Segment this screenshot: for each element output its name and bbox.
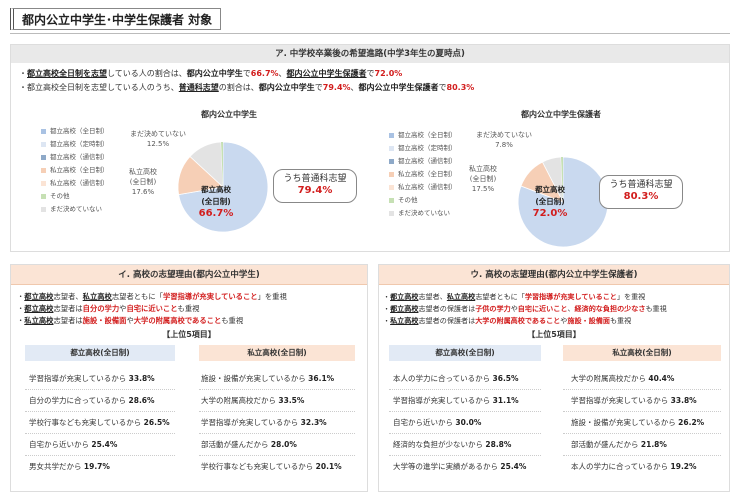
legend-item: 都立高校（全日制） — [41, 125, 109, 138]
row-divider — [389, 455, 541, 456]
legend-item: その他 — [41, 190, 109, 203]
list-item: 大学等の進学に実績があるから 25.4% — [393, 462, 527, 471]
chart-2-private-label: 私立高校 (全日制) 17.5% — [469, 165, 497, 193]
row-divider — [199, 433, 355, 434]
chart-1-callout: うち普通科志望 79.4% — [273, 169, 357, 203]
col-head-toritsu: 都立高校(全日制) — [389, 345, 541, 361]
career-path-panel: ア. 中学校卒業後の希望進路(中学3年生の夏時点) ・都立高校全日制を志望してい… — [10, 44, 730, 252]
list-item: 学習指導が充実しているから 31.1% — [393, 396, 519, 405]
row-divider — [25, 433, 175, 434]
row-divider — [563, 411, 721, 412]
bullet-1: ・都立高校志望者、私立高校志望者ともに「学習指導が充実していること」を重視 — [17, 292, 287, 301]
panel-title: ア. 中学校卒業後の希望進路(中学3年生の夏時点) — [11, 45, 729, 63]
list-item: 部活動が盛んだから 28.0% — [201, 440, 297, 449]
legend-item: まだ決めていない — [41, 203, 109, 216]
chart-1-legend: 都立高校（全日制） 都立高校（定時制） 都立高校（通信制） 私立高校（全日制） … — [41, 125, 109, 216]
row-divider — [389, 433, 541, 434]
legend-item: まだ決めていない — [389, 207, 457, 220]
list-item: 施設・設備が充実しているから 36.1% — [201, 374, 335, 383]
chart-1-private-label: 私立高校 (全日制) 17.6% — [129, 168, 157, 196]
legend-item: 都立高校（全日制） — [389, 129, 457, 142]
bullet-1: ・都立高校志望者、私立高校志望者ともに「学習指導が充実していること」を重視 — [383, 292, 646, 301]
panel-title: ウ. 高校の志望理由(都内公立中学生保護者) — [379, 265, 729, 285]
list-item: 経済的な負担が少ないから 28.8% — [393, 440, 512, 449]
row-divider — [25, 455, 175, 456]
list-item: 本人の学力に合っているから 36.5% — [393, 374, 519, 383]
list-item: 学習指導が充実しているから 33.8% — [571, 396, 697, 405]
col-head-private: 私立高校(全日制) — [563, 345, 721, 361]
bullet-2: ・都立高校志望者の保護者は子供の学力や自宅に近いこと、経済的な負担の少なさも重視 — [383, 304, 667, 313]
list-item: 学習指導が充実しているから 32.3% — [201, 418, 327, 427]
col-head-private: 私立高校(全日制) — [199, 345, 355, 361]
chart-2-title: 都内公立中学生保護者 — [521, 110, 601, 119]
col-head-toritsu: 都立高校(全日制) — [25, 345, 175, 361]
bullet-3: ・私立高校志望者の保護者は大学の附属高校であることや施設・設備面も重視 — [383, 316, 632, 325]
list-item: 自分の学力に合っているから 28.6% — [29, 396, 155, 405]
row-divider — [563, 389, 721, 390]
student-reasons-panel: イ. 高校の志望理由(都内公立中学生) ・都立高校志望者、私立高校志望者ともに「… — [10, 264, 368, 492]
panel-title: イ. 高校の志望理由(都内公立中学生) — [11, 265, 367, 285]
pie-chart-parents — [517, 156, 609, 248]
list-item: 本人の学力に合っているから 19.2% — [571, 462, 697, 471]
legend-item: 私立高校（通信制） — [41, 177, 109, 190]
bullet-2: ・都立高校全日制を志望している人のうち、普通科志望の割合は、都内公立中学生で79… — [19, 83, 475, 92]
row-divider — [25, 389, 175, 390]
list-item: 施設・設備が充実しているから 26.2% — [571, 418, 705, 427]
page-title: 都内公立中学生･中学生保護者 対象 — [10, 8, 222, 30]
top5-heading: 【上位5項目】 — [527, 330, 581, 339]
row-divider — [199, 455, 355, 456]
list-item: 自宅から近いから 25.4% — [29, 440, 118, 449]
legend-item: 都立高校（定時制） — [41, 138, 109, 151]
legend-item: 都立高校（定時制） — [389, 142, 457, 155]
list-item: 部活動が盛んだから 21.8% — [571, 440, 667, 449]
legend-item: 都立高校（通信制） — [41, 151, 109, 164]
list-item: 男女共学だから 19.7% — [29, 462, 110, 471]
bullet-3: ・私立高校志望者は施設・設備面や大学の附属高校であることも重視 — [17, 316, 244, 325]
row-divider — [389, 389, 541, 390]
legend-item: 私立高校（通信制） — [389, 181, 457, 194]
list-item: 学校行事なども充実しているから 20.1% — [201, 462, 342, 471]
parent-reasons-panel: ウ. 高校の志望理由(都内公立中学生保護者) ・都立高校志望者、私立高校志望者と… — [378, 264, 730, 492]
pie-chart-students — [177, 141, 269, 233]
chart-1-title: 都内公立中学生 — [201, 110, 257, 119]
chart-2-callout: うち普通科志望 80.3% — [599, 175, 683, 209]
legend-item: その他 — [389, 194, 457, 207]
legend-item: 都立高校（通信制） — [389, 155, 457, 168]
legend-item: 私立高校（全日制） — [41, 164, 109, 177]
header-divider — [10, 33, 730, 34]
chart-2-undecided-label: まだ決めていない 7.8% — [476, 131, 532, 149]
chart-2-inner-label: 都立高校 (全日制) 72.0% — [532, 185, 568, 219]
row-divider — [25, 411, 175, 412]
row-divider — [563, 433, 721, 434]
top5-heading: 【上位5項目】 — [162, 330, 216, 339]
list-item: 大学の附属高校だから 33.5% — [201, 396, 305, 405]
row-divider — [389, 411, 541, 412]
bullet-2: ・都立高校志望者は自分の学力や自宅に近いことも重視 — [17, 304, 200, 313]
chart-1-undecided-label: まだ決めていない 12.5% — [130, 130, 186, 148]
legend-item: 私立高校（全日制） — [389, 168, 457, 181]
row-divider — [199, 411, 355, 412]
list-item: 大学の附属高校だから 40.4% — [571, 374, 675, 383]
list-item: 学校行事なども充実しているから 26.5% — [29, 418, 170, 427]
chart-2-legend: 都立高校（全日制） 都立高校（定時制） 都立高校（通信制） 私立高校（全日制） … — [389, 129, 457, 220]
chart-1-inner-label: 都立高校 (全日制) 66.7% — [198, 185, 234, 219]
row-divider — [199, 389, 355, 390]
list-item: 学習指導が充実しているから 33.8% — [29, 374, 155, 383]
list-item: 自宅から近いから 30.0% — [393, 418, 482, 427]
bullet-1: ・都立高校全日制を志望している人の割合は、都内公立中学生で66.7%、都内公立中… — [19, 69, 403, 78]
row-divider — [563, 455, 721, 456]
